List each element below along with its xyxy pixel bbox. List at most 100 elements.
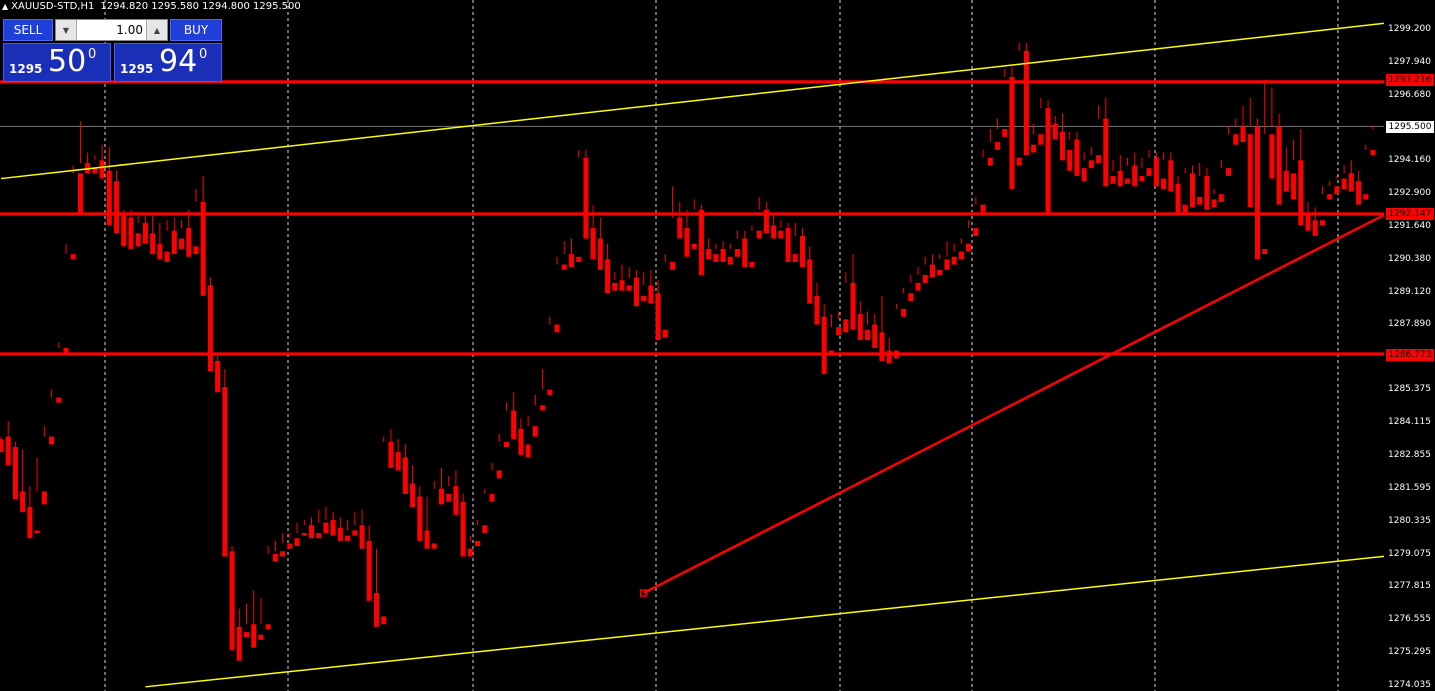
candle [756,196,762,239]
candle [453,470,459,515]
candle-body [410,483,416,507]
price-tick-label: 1296.680 [1388,89,1431,100]
candle [1175,175,1181,213]
candle [381,436,387,625]
candle-body [337,527,343,541]
candle-body [633,277,639,307]
candle-body [20,491,26,513]
arrow-up-icon[interactable]: ▲ [146,20,167,40]
candle [511,392,517,440]
trend-lines[interactable] [0,9,1435,688]
buy-button[interactable]: BUY [170,19,222,41]
candle [626,267,632,291]
buy-quote[interactable]: 1295 94 0 [114,43,222,82]
candle [373,548,379,627]
sell-quote[interactable]: 1295 50 0 [3,43,111,82]
candle-body [1312,220,1318,236]
candle-body [698,209,704,276]
candle [843,272,849,333]
buy-quote-small: 1295 [120,62,154,76]
candle [879,295,885,362]
candle [251,590,257,648]
price-axis[interactable] [1384,0,1435,691]
candle [1038,97,1044,145]
candle-body [691,243,697,249]
candle [446,475,452,502]
candle [1016,43,1022,166]
candle [85,152,91,174]
candle [576,149,582,262]
candle-body [966,243,972,252]
candle [662,254,668,338]
price-tick-label: 1285.375 [1388,384,1431,395]
candle-body [1197,196,1203,205]
price-tick-label: 1291.640 [1388,221,1431,232]
candle-body [1161,178,1167,189]
candle [236,608,242,661]
level-tag-middle: 1292.147 [1386,208,1434,220]
candle-body [1356,181,1362,205]
candle [908,275,914,302]
candle-body [244,632,250,638]
lot-size-value[interactable]: 1.00 [116,23,143,37]
candle [179,220,185,249]
candle [1262,79,1268,255]
candle [713,243,719,262]
arrow-down-icon[interactable]: ▼ [56,20,77,40]
candle [352,512,358,536]
candle-body [1348,173,1354,192]
candle-body [1269,134,1275,179]
candle [930,254,936,278]
candle [27,486,33,539]
candle [1197,162,1203,205]
candle [1153,152,1159,187]
candle-body [1363,194,1369,200]
candle [958,238,964,260]
candle-body [1291,173,1297,200]
candle [698,204,704,276]
sell-button[interactable]: SELL [3,19,53,41]
candle-body [1327,194,1333,200]
price-tick-label: 1284.115 [1388,417,1431,428]
candle [1305,202,1311,231]
candle-body [568,254,574,268]
candle [1182,168,1188,213]
candle [1356,170,1362,205]
candle-body [106,170,112,226]
candle [489,462,495,502]
candle [778,220,784,239]
candle-body [879,332,885,362]
candle [648,269,654,304]
candle-body [1103,118,1109,187]
candle [265,546,271,630]
candle-body [1081,168,1087,182]
candle-body [641,295,647,302]
candle [1327,181,1333,200]
candle [1074,131,1080,176]
candle-body [1305,212,1311,231]
candle [1283,147,1289,192]
candle-body [511,410,517,440]
horizontal-levels[interactable] [0,80,1384,356]
candle [944,241,950,270]
triangle-up-icon: ▲ [2,2,9,11]
price-tick-label: 1290.380 [1388,253,1431,264]
candle [417,486,423,541]
candle-body [1283,170,1289,192]
candle-body [77,173,83,216]
candle [244,603,250,638]
candle [814,282,820,325]
lot-size-field[interactable]: ▼ 1.00 ▲ [55,19,168,41]
candle-body [655,293,661,341]
candle [857,301,863,341]
candle-body [1276,126,1282,205]
candle-body [1031,144,1037,153]
candle-body [1067,149,1073,171]
price-tick-label: 1282.855 [1388,450,1431,461]
candle [1103,97,1109,187]
candle [1031,123,1037,153]
candle-body [1153,157,1159,187]
candle-body [121,215,127,247]
candle-body [821,316,827,375]
